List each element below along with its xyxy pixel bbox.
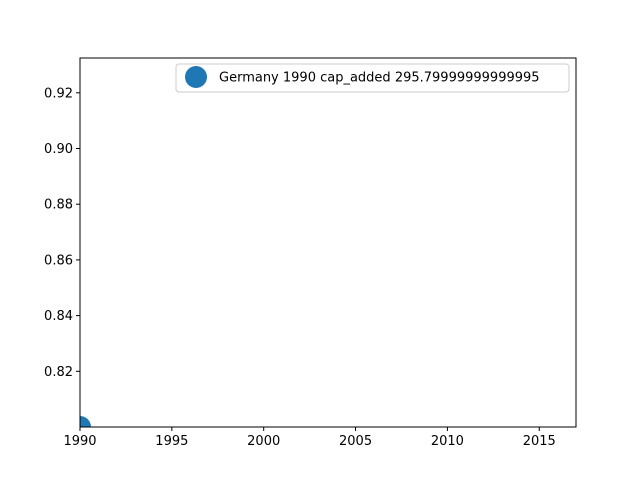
x-tick-label: 2010 — [431, 434, 464, 449]
y-tick-label: 0.88 — [44, 198, 73, 213]
x-axis: 1990 1995 2000 2005 2010 2015 — [63, 427, 556, 449]
x-tick-label: 1990 — [63, 434, 96, 449]
x-tick-label: 2015 — [523, 434, 556, 449]
x-tick-label: 1995 — [155, 434, 188, 449]
y-tick-label: 0.90 — [44, 142, 73, 157]
y-tick-label: 0.86 — [44, 253, 73, 268]
x-tick-label: 2000 — [247, 434, 280, 449]
plot-frame — [79, 57, 577, 428]
x-tick-label: 2005 — [339, 434, 372, 449]
data-layer — [80, 416, 91, 427]
y-tick-label: 0.82 — [44, 365, 73, 380]
legend-label: Germany 1990 cap_added 295.7999999999999… — [219, 71, 540, 86]
legend: Germany 1990 cap_added 295.7999999999999… — [175, 63, 570, 93]
legend-marker — [185, 66, 207, 88]
legend-box — [175, 63, 570, 93]
data-point — [80, 416, 91, 427]
y-axis: 0.82 0.84 0.86 0.88 0.90 0.92 — [44, 86, 80, 380]
y-tick-label: 0.84 — [44, 309, 73, 324]
y-tick-label: 0.92 — [44, 86, 73, 101]
